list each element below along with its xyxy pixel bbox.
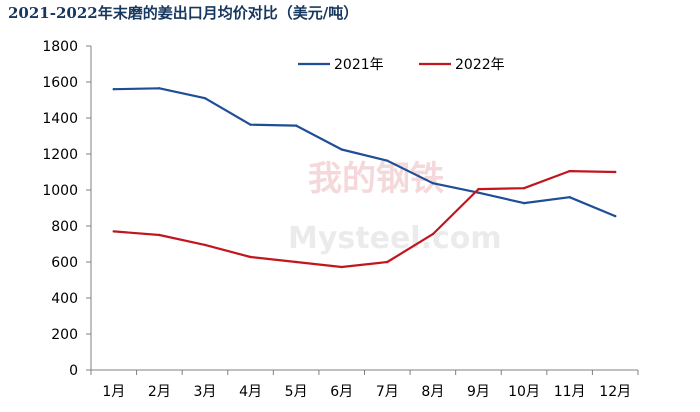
x-tick-label: 12月 (599, 384, 631, 400)
y-tick-label: 1600 (42, 75, 78, 91)
y-tick-label: 0 (69, 363, 78, 379)
data-point-series-2 (386, 260, 389, 264)
x-tick-label: 10月 (508, 384, 540, 400)
data-point-series-2 (112, 230, 115, 233)
data-point-series-2 (203, 243, 207, 247)
y-tick-label: 1400 (42, 111, 78, 127)
data-point-series-2 (522, 187, 526, 190)
data-point-series-2 (294, 260, 298, 264)
data-point-series-1 (477, 191, 480, 194)
chart-title: 2021-2022年末磨的姜出口月均价对比（美元/吨） (8, 4, 359, 22)
data-point-series-1 (249, 123, 252, 126)
x-tick-label: 4月 (239, 384, 262, 400)
data-point-series-1 (431, 181, 435, 185)
data-point-series-2 (431, 232, 435, 236)
data-point-series-2 (568, 169, 571, 173)
y-tick-label: 400 (51, 291, 78, 307)
data-point-series-1 (203, 97, 207, 100)
x-tick-label: 8月 (421, 384, 444, 400)
x-tick-label: 7月 (376, 384, 399, 400)
y-tick-label: 1000 (42, 183, 78, 199)
y-tick-label: 1800 (42, 39, 78, 55)
x-tick-label: 11月 (554, 384, 586, 400)
y-tick-label: 800 (51, 219, 78, 235)
x-tick-label: 6月 (330, 384, 353, 400)
x-tick-label: 1月 (102, 384, 125, 400)
y-tick-label: 600 (51, 255, 78, 271)
data-point-series-1 (522, 201, 526, 205)
x-tick-label: 9月 (467, 384, 490, 400)
data-point-series-2 (614, 170, 617, 174)
data-point-series-1 (568, 196, 571, 199)
data-point-series-2 (249, 255, 252, 259)
data-point-series-1 (340, 148, 343, 151)
data-point-series-1 (386, 159, 389, 162)
data-point-series-2 (158, 233, 161, 237)
data-point-series-1 (294, 124, 298, 127)
series-line-1 (112, 87, 617, 218)
data-point-series-1 (112, 88, 115, 91)
legend-label-2: 2022年 (455, 57, 505, 73)
mysteel-watermark: 我的钢铁 Mysteel.com (288, 159, 502, 256)
watermark-cn: 我的钢铁 (308, 159, 444, 199)
y-tick-label: 200 (51, 327, 78, 343)
x-tick-label: 5月 (285, 384, 308, 400)
data-point-series-2 (477, 187, 480, 191)
data-point-series-1 (158, 87, 161, 90)
data-point-series-2 (340, 265, 343, 269)
watermark-en: Mysteel.com (288, 221, 502, 256)
series-line-2 (112, 170, 617, 269)
x-tick-label: 2月 (148, 384, 171, 400)
legend-label-1: 2021年 (334, 57, 384, 73)
y-tick-label: 1200 (42, 147, 78, 163)
x-tick-label: 3月 (193, 384, 216, 400)
data-point-series-1 (614, 214, 617, 218)
